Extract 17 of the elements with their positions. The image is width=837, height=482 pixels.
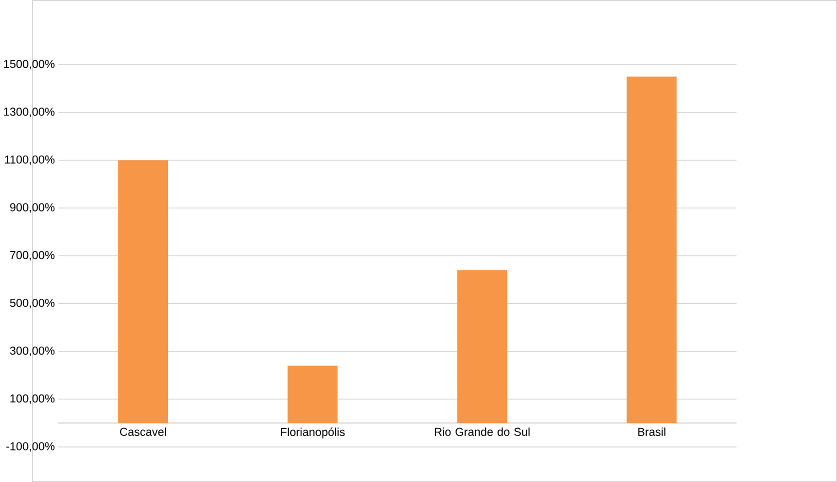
bar [118, 160, 168, 424]
y-tick-label: 700,00% [10, 251, 55, 261]
x-tick-label: Cascavel [120, 428, 166, 436]
y-tick-label: 1300,00% [4, 108, 55, 118]
y-tick-label: 500,00% [10, 298, 55, 308]
y-tick-label: 1100,00% [4, 155, 55, 165]
x-tick-label: Rio Grande do Sul [434, 428, 530, 436]
y-tick-label: -100,00% [6, 442, 55, 452]
x-tick-label: Florianopólis [281, 428, 345, 438]
y-tick-label: 100,00% [10, 394, 55, 404]
bar [288, 366, 338, 424]
x-tick-label: Brasil [638, 428, 666, 436]
bar [457, 270, 508, 424]
bar [626, 76, 677, 424]
y-tick-label: 300,00% [10, 346, 55, 356]
y-tick-label: 1500,00% [4, 60, 55, 70]
y-tick-label: 900,00% [10, 203, 55, 213]
